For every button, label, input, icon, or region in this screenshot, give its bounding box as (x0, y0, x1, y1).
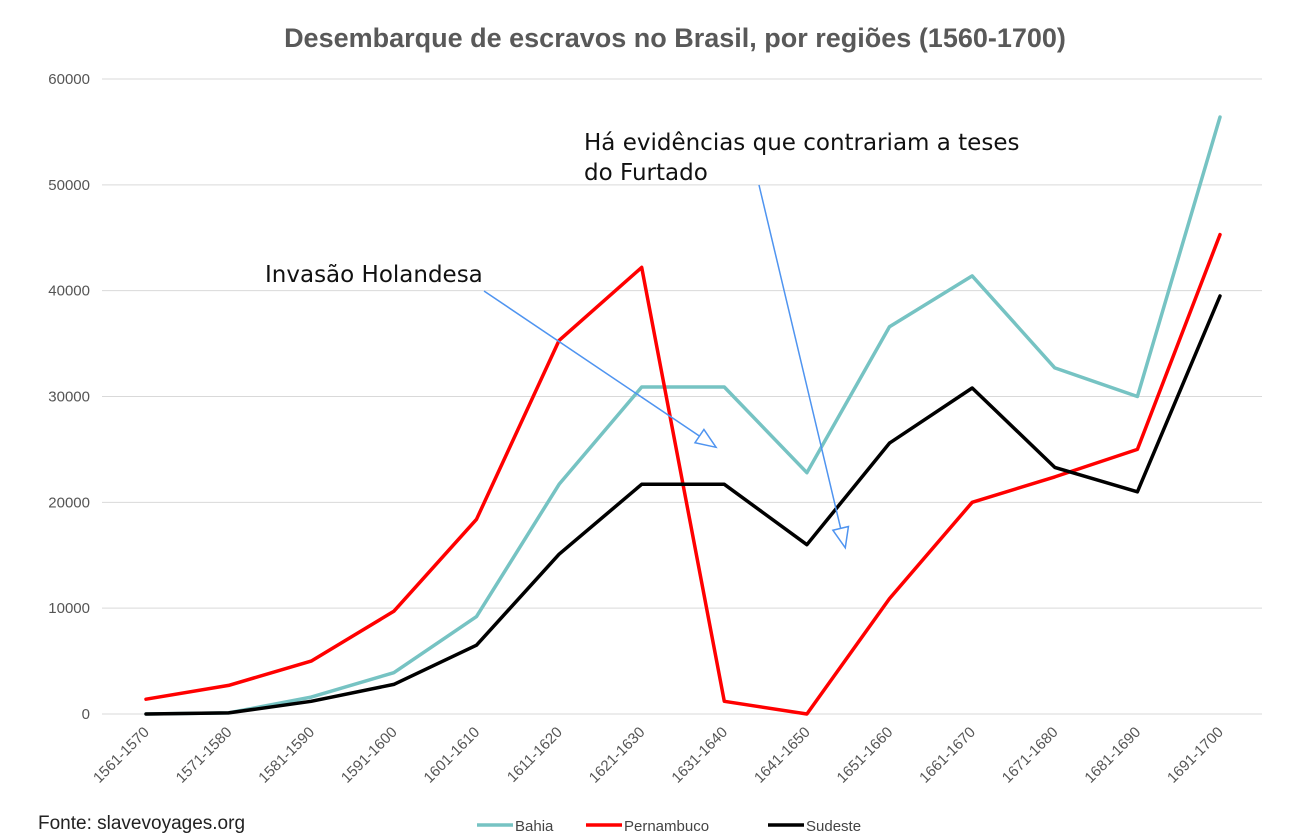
annotation-arrowhead (831, 525, 850, 550)
legend-item-sudeste: Sudeste (768, 818, 861, 835)
x-tick-label: 1601-1610 (421, 724, 484, 787)
annotations: Invasão Holandesa Há evidências que contr… (265, 130, 1019, 550)
legend: Bahia Pernambuco Sudeste (477, 818, 861, 835)
x-tick-label: 1671-1680 (999, 724, 1062, 787)
annotation-text: do Furtado (584, 160, 708, 186)
y-tick-label: 10000 (48, 600, 90, 617)
legend-item-bahia: Bahia (477, 818, 554, 835)
y-tick-label: 0 (82, 706, 90, 723)
source-note: Fonte: slavevoyages.org (38, 813, 245, 834)
y-tick-label: 40000 (48, 283, 90, 300)
legend-label-bahia: Bahia (515, 818, 554, 835)
annotation-arrow-line (758, 184, 847, 549)
chart-title: Desembarque de escravos no Brasil, por r… (284, 23, 1066, 53)
y-tick-label: 30000 (48, 389, 90, 406)
annotation-arrowhead (693, 428, 718, 449)
y-tick-label: 20000 (48, 494, 90, 511)
y-tick-label: 60000 (48, 71, 90, 88)
x-tick-label: 1661-1670 (916, 724, 979, 787)
grid-lines (102, 78, 1262, 715)
x-tick-label: 1561-1570 (90, 724, 153, 787)
series-lines (144, 115, 1222, 716)
x-tick-label: 1591-1600 (338, 724, 401, 787)
legend-label-pernambuco: Pernambuco (624, 818, 709, 835)
y-tick-label: 50000 (48, 177, 90, 194)
x-axis-ticks: 1561-1570 1571-1580 1581-1590 1591-1600 1601… (90, 724, 1227, 787)
annotation-text: Invasão Holandesa (265, 262, 483, 288)
x-tick-label: 1641-1650 (751, 724, 814, 787)
x-tick-label: 1581-1590 (255, 724, 318, 787)
x-tick-label: 1571-1580 (173, 724, 236, 787)
x-tick-label: 1621-1630 (586, 724, 649, 787)
series-line-bahia (144, 115, 1222, 716)
x-tick-label: 1681-1690 (1081, 724, 1144, 787)
x-tick-label: 1691-1700 (1164, 724, 1227, 787)
series-line-pernambuco (144, 232, 1222, 716)
x-tick-label: 1611-1620 (504, 724, 566, 786)
y-axis-ticks: 0 10000 20000 30000 40000 50000 60000 (48, 71, 90, 723)
series-line-sudeste (144, 294, 1222, 716)
legend-label-sudeste: Sudeste (806, 818, 861, 835)
annotation-text: Há evidências que contrariam a teses (584, 130, 1019, 156)
x-tick-label: 1631-1640 (668, 724, 731, 787)
x-tick-label: 1651-1660 (834, 724, 897, 787)
legend-item-pernambuco: Pernambuco (586, 818, 709, 835)
annotation-arrow-line (483, 290, 717, 448)
